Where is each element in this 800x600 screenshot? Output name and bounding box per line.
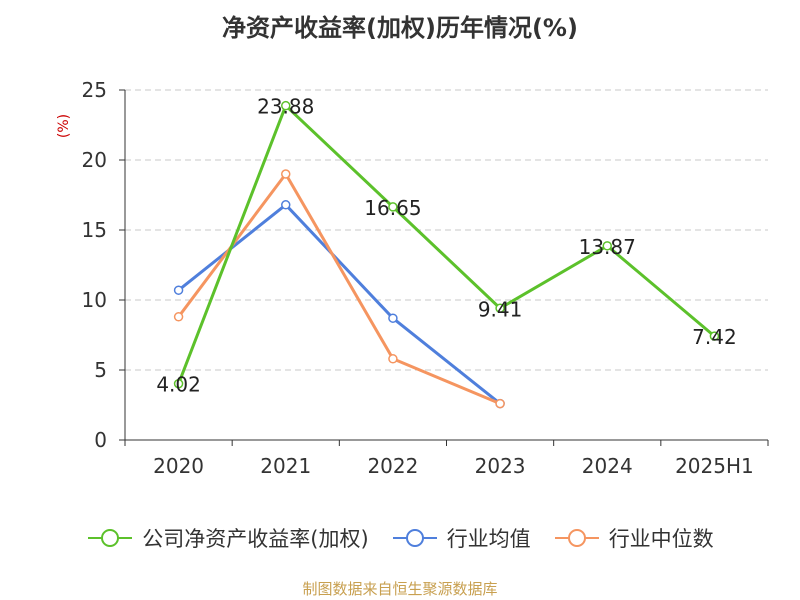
axes: 0 5 10 15 20 25 2020 2021 2022 2023 2024 2025H1 <box>82 78 769 478</box>
data-label: 23.88 <box>257 95 314 119</box>
legend-marker-icon <box>88 529 133 547</box>
legend-label: 行业均值 <box>446 527 531 551</box>
x-tick-label: 2024 <box>582 454 633 478</box>
data-label: 13.87 <box>579 235 636 259</box>
data-label: 9.41 <box>478 297 523 321</box>
data-point <box>388 354 398 364</box>
data-point <box>173 378 184 389</box>
legend-circle <box>405 529 424 547</box>
y-tick-label: 15 <box>82 218 107 242</box>
legend-marker-icon <box>392 529 437 547</box>
legend-circle <box>567 529 586 547</box>
series-lines <box>173 100 720 409</box>
y-axis-unit-label: (%) <box>56 114 72 138</box>
x-tick-label: 2025H1 <box>675 454 754 478</box>
legend-item[interactable]: 行业均值 <box>391 523 531 553</box>
data-point <box>388 202 398 212</box>
legend-item[interactable]: 公司净资产收益率(加权) <box>86 523 369 553</box>
legend-circle <box>101 529 120 547</box>
x-tick-label: 2020 <box>153 454 204 478</box>
data-source-note: 制图数据来自恒生聚源数据库 <box>302 580 498 598</box>
data-point <box>173 312 184 322</box>
legend: 公司净资产收益率(加权) 行业均值 行业中位数 <box>0 520 800 556</box>
data-point <box>388 313 398 323</box>
data-point <box>281 169 291 179</box>
series-line-0 <box>177 104 716 385</box>
data-labels: 4.02 23.88 16.65 9.41 13.87 7.42 <box>156 95 736 397</box>
data-point <box>495 303 505 314</box>
chart-title: 净资产收益率(加权)历年情况(%) <box>222 14 578 42</box>
data-label: 16.65 <box>364 196 421 220</box>
series-line-1 <box>177 203 502 405</box>
legend-marker-icon <box>554 529 599 547</box>
data-point <box>602 241 612 251</box>
y-tick-label: 10 <box>82 288 107 312</box>
x-tick-label: 2021 <box>260 454 311 478</box>
y-tick-label: 5 <box>94 358 107 382</box>
data-point <box>281 200 291 210</box>
grid-lines <box>125 89 768 371</box>
data-point <box>709 331 720 341</box>
y-tick-label: 0 <box>94 428 107 452</box>
data-point <box>495 398 505 409</box>
x-tick-label: 2022 <box>367 454 418 478</box>
legend-item[interactable]: 行业中位数 <box>553 523 714 553</box>
legend-label: 公司净资产收益率(加权) <box>142 527 369 551</box>
data-label: 4.02 <box>156 373 201 397</box>
y-tick-label: 25 <box>82 78 107 102</box>
data-point <box>281 100 291 111</box>
series-line-2 <box>177 172 501 405</box>
data-label: 7.42 <box>692 325 737 349</box>
x-tick-label: 2023 <box>475 454 526 478</box>
y-tick-label: 20 <box>82 148 107 172</box>
legend-label: 行业中位数 <box>608 527 714 551</box>
data-point <box>173 285 184 295</box>
